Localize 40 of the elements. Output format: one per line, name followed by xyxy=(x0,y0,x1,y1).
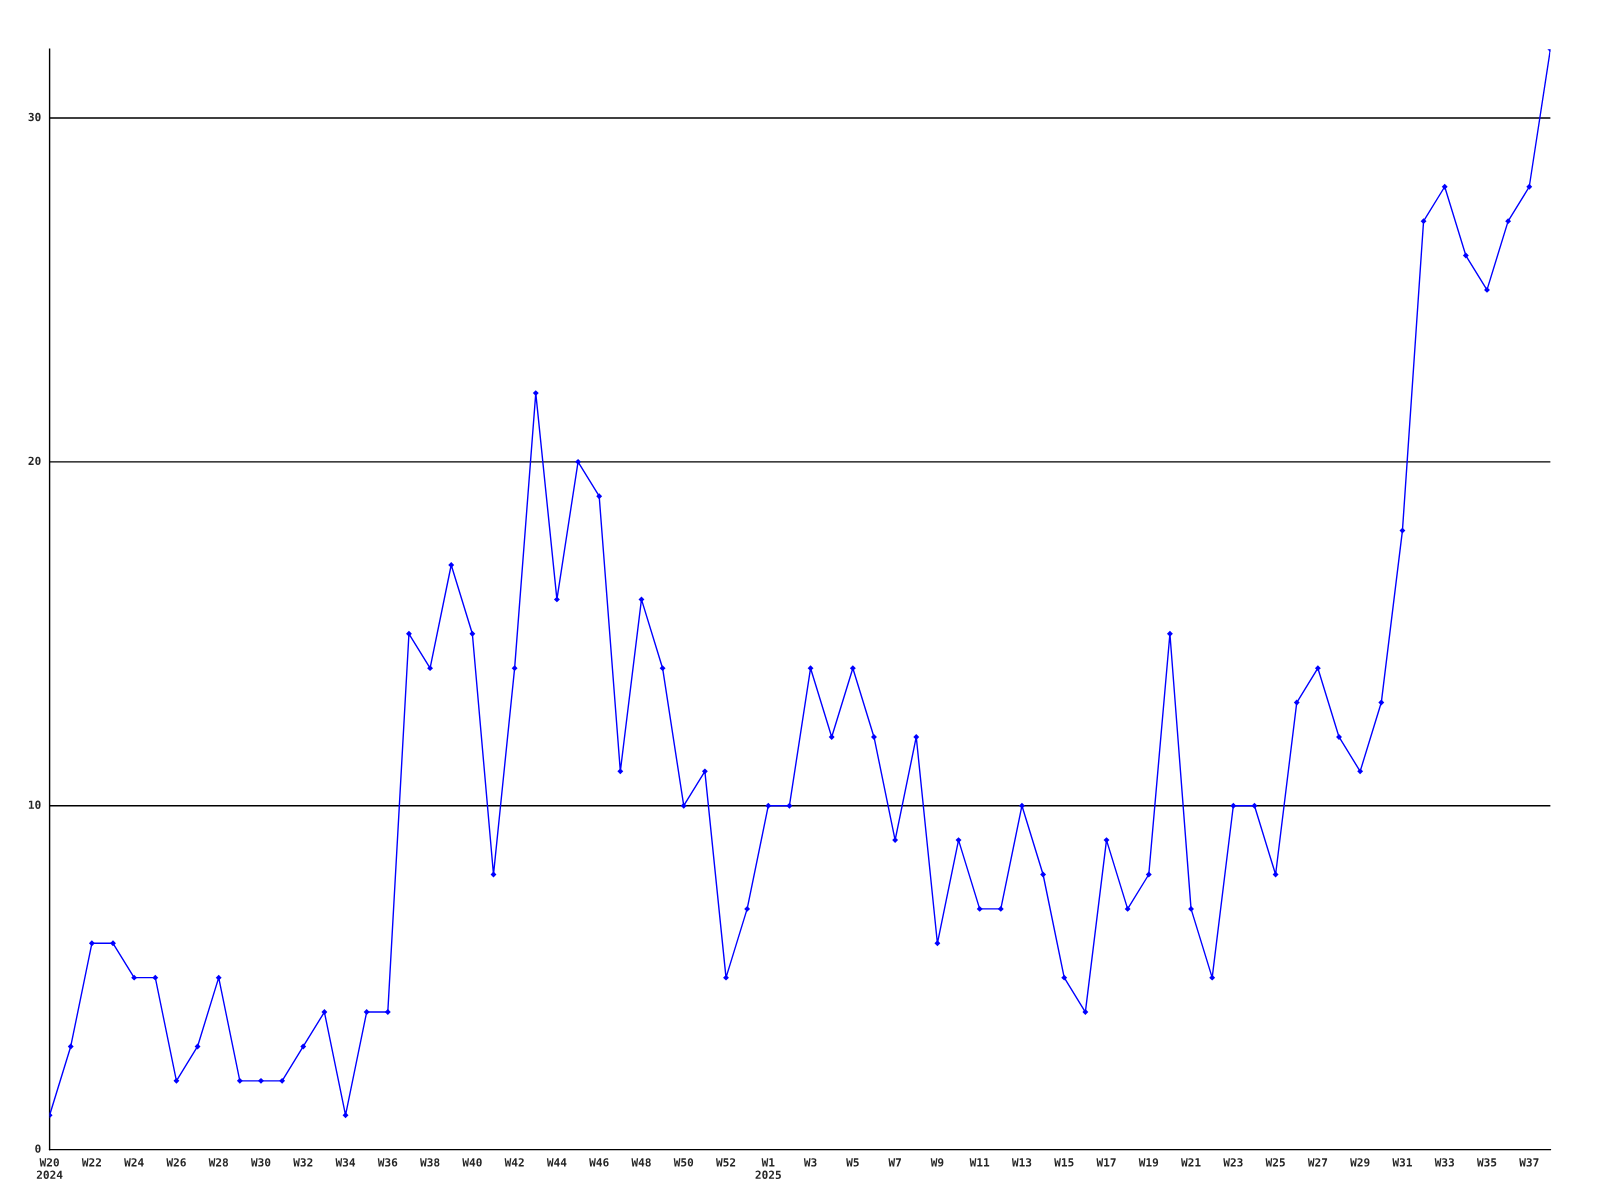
x-tick-label: W1 2025 xyxy=(755,1158,781,1179)
x-tick-label: W44 xyxy=(546,1158,567,1167)
x-tick-label: W20 2024 xyxy=(36,1158,63,1179)
x-tick-label: W19 xyxy=(1138,1158,1159,1167)
y-tick-label: 20 xyxy=(28,456,41,466)
x-tick-label: W48 xyxy=(631,1158,651,1167)
x-tick-label: W34 xyxy=(335,1158,356,1167)
x-tick-label: W38 xyxy=(420,1158,440,1167)
x-tick-label: W9 xyxy=(930,1158,944,1167)
x-tick-label: W22 xyxy=(81,1158,101,1167)
x-tick-label: W32 xyxy=(293,1158,313,1167)
y-tick-label: 0 xyxy=(35,1144,41,1153)
x-tick-label: W15 xyxy=(1054,1158,1074,1167)
x-tick-label: W24 xyxy=(124,1158,144,1167)
x-tick-label: W13 xyxy=(1011,1158,1032,1167)
x-tick-label: W50 xyxy=(673,1158,694,1167)
x-tick-label: W35 xyxy=(1476,1158,1497,1167)
x-tick-label: W3 xyxy=(803,1158,817,1167)
x-tick-label: W5 xyxy=(846,1158,859,1167)
x-tick-label: W42 xyxy=(504,1158,524,1167)
x-tick-label: W37 xyxy=(1519,1158,1539,1167)
x-tick-label: W23 xyxy=(1223,1158,1243,1167)
x-tick-label: W26 xyxy=(166,1158,186,1167)
x-tick-label: W27 xyxy=(1307,1158,1328,1167)
x-tick-label: W11 xyxy=(969,1158,990,1167)
y-tick-label: 30 xyxy=(28,112,41,122)
x-tick-label: W25 xyxy=(1265,1158,1285,1167)
x-tick-label: W31 xyxy=(1392,1158,1412,1167)
x-tick-label: W17 xyxy=(1096,1158,1116,1167)
x-tick-label: W52 xyxy=(715,1158,736,1167)
x-tick-label: W40 xyxy=(462,1158,482,1167)
x-tick-label: W30 xyxy=(250,1158,271,1167)
x-tick-label: W36 xyxy=(377,1158,398,1167)
x-tick-label: W29 xyxy=(1350,1158,1370,1167)
x-tick-label: W33 xyxy=(1434,1158,1455,1167)
x-tick-label: W28 xyxy=(208,1158,229,1167)
x-tick-label: W7 xyxy=(888,1158,901,1167)
x-tick-label: W46 xyxy=(589,1158,609,1167)
y-tick-label: 10 xyxy=(28,800,41,809)
x-tick-label: W21 xyxy=(1181,1158,1201,1167)
